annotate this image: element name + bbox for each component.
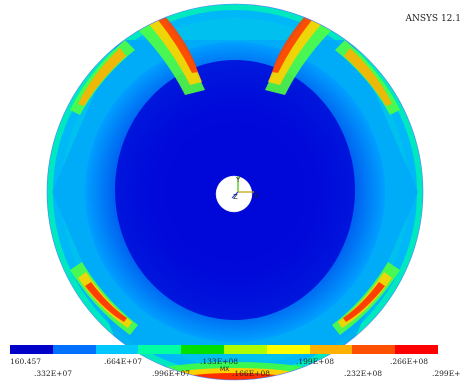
legend-swatch-1 bbox=[52, 345, 96, 354]
legend-tick-bottom-0: .332E+07 bbox=[34, 369, 73, 378]
stress-hotspot-lower-right bbox=[332, 262, 400, 335]
max-value-marker: MX bbox=[220, 366, 230, 373]
stress-hotspot-top-right bbox=[265, 12, 340, 95]
legend-swatch-8 bbox=[352, 345, 396, 354]
legend-swatch-5 bbox=[223, 345, 267, 354]
legend-swatch-4 bbox=[181, 345, 224, 354]
legend-tick-bottom-1: .996E+07 bbox=[152, 369, 191, 378]
legend-swatch-6 bbox=[266, 345, 310, 354]
legend-tick-top-0: 160.457 bbox=[10, 357, 42, 366]
stress-hotspot-top-left bbox=[130, 12, 205, 95]
triad-label-z: Z bbox=[233, 193, 238, 201]
legend-tick-bottom-2: .166E+08 bbox=[232, 369, 271, 378]
legend-swatch-2 bbox=[95, 345, 139, 354]
stress-hotspot-upper-right-rim bbox=[335, 40, 400, 115]
center-hole bbox=[215, 175, 253, 213]
legend-tick-bottom-3: .232E+08 bbox=[344, 369, 383, 378]
legend-tick-bottom-4: .299E+ bbox=[432, 369, 461, 378]
legend-swatch-7 bbox=[309, 345, 353, 354]
legend-swatch-0 bbox=[10, 345, 53, 354]
coordinate-triad: Y Z X bbox=[231, 176, 259, 201]
legend-swatch-9 bbox=[395, 345, 438, 354]
plate-outline bbox=[46, 3, 424, 381]
legend-tick-top-1: .664E+07 bbox=[104, 357, 143, 366]
triad-label-x: X bbox=[254, 192, 259, 200]
triad-label-y: Y bbox=[235, 176, 241, 184]
contour-color-legend bbox=[10, 345, 438, 354]
ansys-version-label: ANSYS 12.1 bbox=[405, 14, 461, 24]
stress-hotspot-lower-left bbox=[70, 262, 138, 335]
legend-swatch-3 bbox=[138, 345, 182, 354]
stress-hotspot-upper-left-rim bbox=[70, 40, 135, 115]
legend-tick-top-3: .199E+08 bbox=[296, 357, 335, 366]
legend-tick-top-4: .266E+08 bbox=[390, 357, 429, 366]
legend-tick-top-2: .133E+08 bbox=[200, 357, 239, 366]
